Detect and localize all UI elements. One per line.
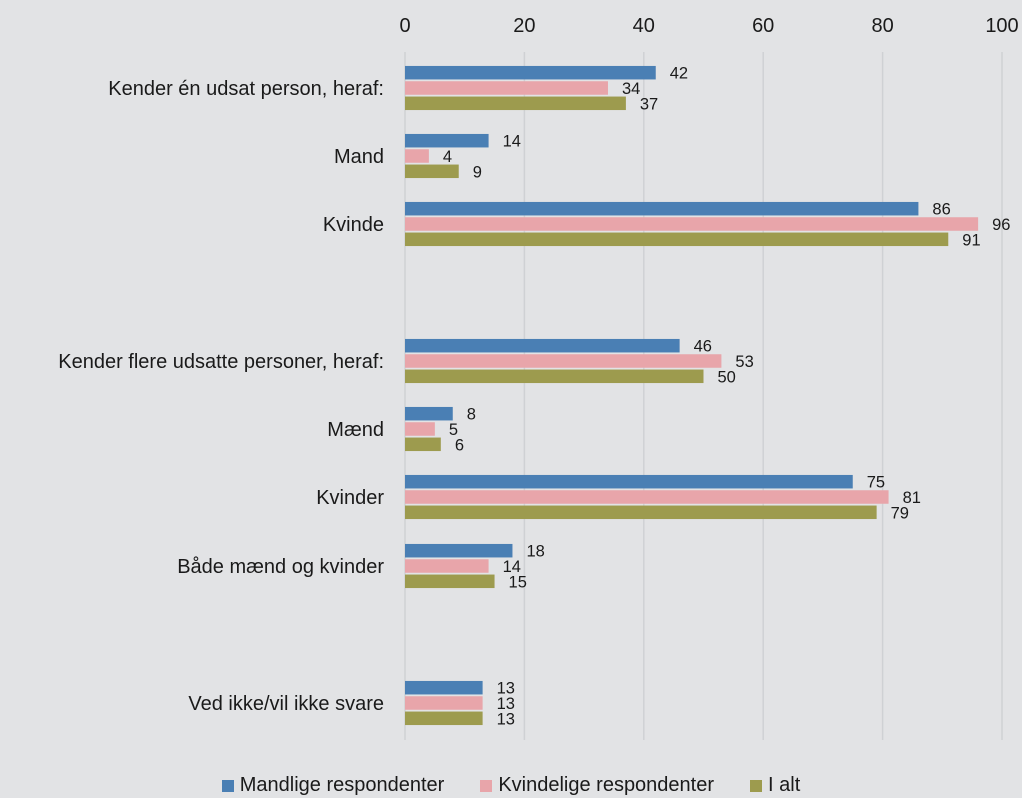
bar: [405, 201, 919, 216]
x-tick-label: 60: [752, 15, 774, 37]
bar: [405, 680, 483, 695]
bar: [405, 338, 680, 353]
bar: [405, 711, 483, 726]
bar: [405, 406, 453, 421]
bar: [405, 505, 877, 520]
data-label: 8: [467, 406, 476, 424]
category-label: Både mænd og kvinder: [177, 556, 384, 578]
data-label: 18: [526, 543, 544, 561]
data-label: 91: [962, 231, 980, 249]
data-label: 5: [449, 421, 458, 439]
legend-swatch: [221, 779, 234, 792]
bars: [405, 65, 979, 726]
bar: [405, 65, 656, 80]
category-label: Mænd: [327, 419, 384, 441]
bar: [405, 149, 429, 163]
legend-swatch: [750, 779, 763, 792]
data-label: 13: [497, 680, 515, 698]
x-tick-label: 80: [871, 15, 893, 37]
category-label: Kvinder: [316, 487, 384, 509]
legend-item: Mandlige respondenter: [221, 774, 445, 797]
data-label: 50: [718, 368, 736, 386]
x-tick-label: 0: [399, 15, 410, 37]
category-label: Kvinde: [323, 214, 384, 236]
data-label: 96: [992, 216, 1010, 234]
bar: [405, 437, 441, 452]
data-label: 14: [503, 558, 521, 576]
category-label: Mand: [334, 146, 384, 168]
bar: [405, 696, 483, 710]
legend-label: I alt: [768, 774, 801, 796]
bar: [405, 232, 949, 247]
gridlines: [404, 52, 1003, 740]
bar: [405, 490, 889, 504]
data-label: 81: [903, 489, 921, 507]
data-label: 34: [622, 80, 640, 98]
data-label: 13: [497, 710, 515, 728]
legend: Mandlige respondenter Kvindelige responde…: [0, 774, 1022, 797]
bar: [405, 369, 704, 384]
bar: [405, 543, 513, 558]
bar: [405, 474, 853, 489]
category-label: Ved ikke/vil ikke svare: [188, 693, 384, 715]
bar: [405, 574, 495, 589]
data-label: 14: [503, 133, 521, 151]
x-tick-label: 40: [633, 15, 655, 37]
bar: [405, 133, 489, 148]
x-tick-label: 20: [513, 15, 535, 37]
bar: [405, 81, 608, 95]
data-label: 9: [473, 163, 482, 181]
data-label: 13: [497, 695, 515, 713]
data-label: 15: [509, 573, 527, 591]
x-axis-ticks: 0 20 40 60 80 100: [399, 15, 1018, 37]
bar: [405, 217, 979, 231]
category-labels: Kender én udsat person, heraf: Mand Kvinde…: [58, 78, 384, 715]
legend-label: Kvindelige respondenter: [498, 774, 715, 796]
data-label: 42: [670, 65, 688, 83]
bar: [405, 96, 626, 111]
legend-label: Mandlige respondenter: [239, 774, 445, 796]
data-label: 46: [694, 338, 712, 356]
data-label: 4: [443, 148, 452, 166]
data-label: 6: [455, 436, 464, 454]
bar-chart: 0 20 40 60 80 100 Kender én udsat person, her…: [58, 15, 1019, 740]
value-labels: 4234371449869691465350856758179181415131…: [443, 65, 1011, 729]
category-label: Kender flere udsatte personer, heraf:: [58, 351, 384, 373]
category-label: Kender én udsat person, heraf:: [108, 78, 384, 100]
legend-item: I alt: [750, 774, 800, 797]
bar: [405, 422, 435, 436]
legend-swatch: [480, 779, 493, 792]
x-tick-label: 100: [985, 15, 1018, 37]
data-label: 79: [891, 504, 909, 522]
data-label: 75: [867, 474, 885, 492]
data-label: 86: [932, 201, 950, 219]
legend-item: Kvindelige respondenter: [480, 774, 714, 797]
data-label: 53: [735, 353, 753, 371]
bar: [405, 164, 459, 179]
bar: [405, 354, 722, 368]
bar: [405, 559, 489, 573]
data-label: 37: [640, 95, 658, 113]
